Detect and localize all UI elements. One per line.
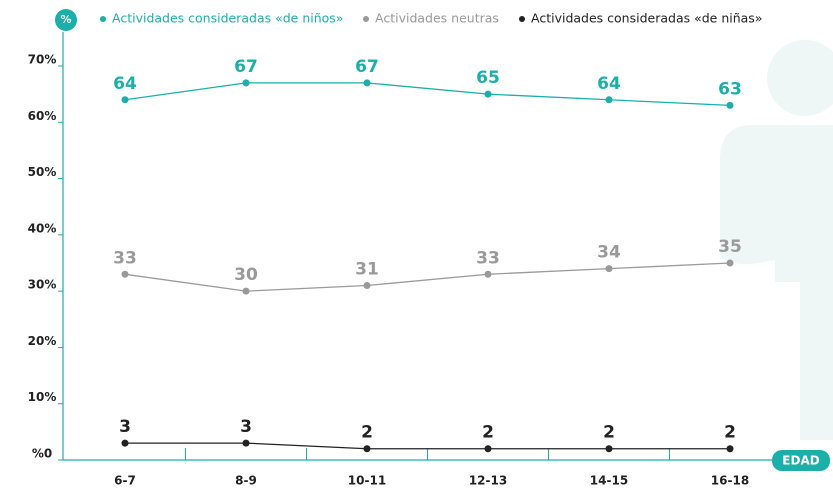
y-tick-label: 30% bbox=[28, 278, 57, 292]
x-tick-label: 12-13 bbox=[469, 474, 507, 488]
x-tick-label: 10-11 bbox=[348, 474, 386, 488]
series-line bbox=[125, 442, 730, 450]
data-label: 30 bbox=[234, 265, 258, 285]
data-point bbox=[363, 79, 371, 87]
data-point bbox=[726, 101, 734, 109]
data-label: 65 bbox=[476, 68, 500, 88]
data-label: 2 bbox=[361, 423, 373, 443]
data-label: 2 bbox=[482, 423, 494, 443]
data-point bbox=[484, 445, 492, 453]
y-label-badge bbox=[55, 9, 77, 31]
data-label: 64 bbox=[113, 74, 137, 94]
data-label: 31 bbox=[355, 260, 379, 280]
data-label: 34 bbox=[597, 243, 621, 263]
data-point bbox=[242, 79, 250, 87]
data-label: 33 bbox=[476, 248, 500, 268]
y-tick-label: 40% bbox=[28, 221, 57, 235]
data-label: 2 bbox=[603, 423, 615, 443]
y-tick-label: 70% bbox=[28, 53, 57, 67]
data-point bbox=[605, 265, 613, 273]
data-point bbox=[605, 96, 613, 104]
y-tick-label: 60% bbox=[28, 109, 57, 123]
data-point bbox=[484, 270, 492, 278]
y-tick-label: 10% bbox=[28, 390, 57, 404]
y-tick-label: 20% bbox=[28, 334, 57, 348]
data-label: 35 bbox=[718, 237, 742, 257]
data-point bbox=[121, 439, 129, 447]
data-label: 67 bbox=[234, 57, 258, 77]
legend-marker bbox=[519, 16, 525, 22]
legend-marker bbox=[363, 16, 369, 22]
data-label: 67 bbox=[355, 57, 379, 77]
x-tick-label: 6-7 bbox=[114, 474, 136, 488]
legend-label: Actividades neutras bbox=[375, 11, 499, 26]
data-label: 33 bbox=[113, 248, 137, 268]
data-point bbox=[363, 282, 371, 290]
data-label: 2 bbox=[724, 423, 736, 443]
data-point bbox=[363, 445, 371, 453]
data-point bbox=[121, 270, 129, 278]
data-point bbox=[121, 96, 129, 104]
y-tick-label: %0 bbox=[32, 447, 52, 461]
data-point bbox=[726, 259, 734, 267]
legend-label: Actividades consideradas «de niñas» bbox=[531, 11, 762, 26]
y-tick-label: 50% bbox=[28, 165, 57, 179]
x-tick-label: 16-18 bbox=[711, 474, 749, 488]
data-point bbox=[605, 445, 613, 453]
x-axis-label: EDAD bbox=[782, 454, 819, 468]
legend-marker bbox=[100, 16, 106, 22]
data-point bbox=[726, 445, 734, 453]
data-point bbox=[242, 287, 250, 295]
data-point bbox=[484, 90, 492, 98]
person-silhouette bbox=[720, 40, 833, 440]
x-tick-label: 14-15 bbox=[590, 474, 628, 488]
x-tick-label: 8-9 bbox=[235, 474, 257, 488]
data-label: 64 bbox=[597, 74, 621, 94]
x-label-badge bbox=[772, 450, 830, 471]
series-line bbox=[124, 262, 731, 292]
y-axis-label: % bbox=[60, 13, 71, 26]
legend-label: Actividades consideradas «de niños» bbox=[112, 11, 343, 26]
data-label: 3 bbox=[119, 417, 131, 437]
data-label: 63 bbox=[718, 79, 742, 99]
data-point bbox=[242, 439, 250, 447]
series-line bbox=[124, 82, 731, 107]
data-label: 3 bbox=[240, 417, 252, 437]
